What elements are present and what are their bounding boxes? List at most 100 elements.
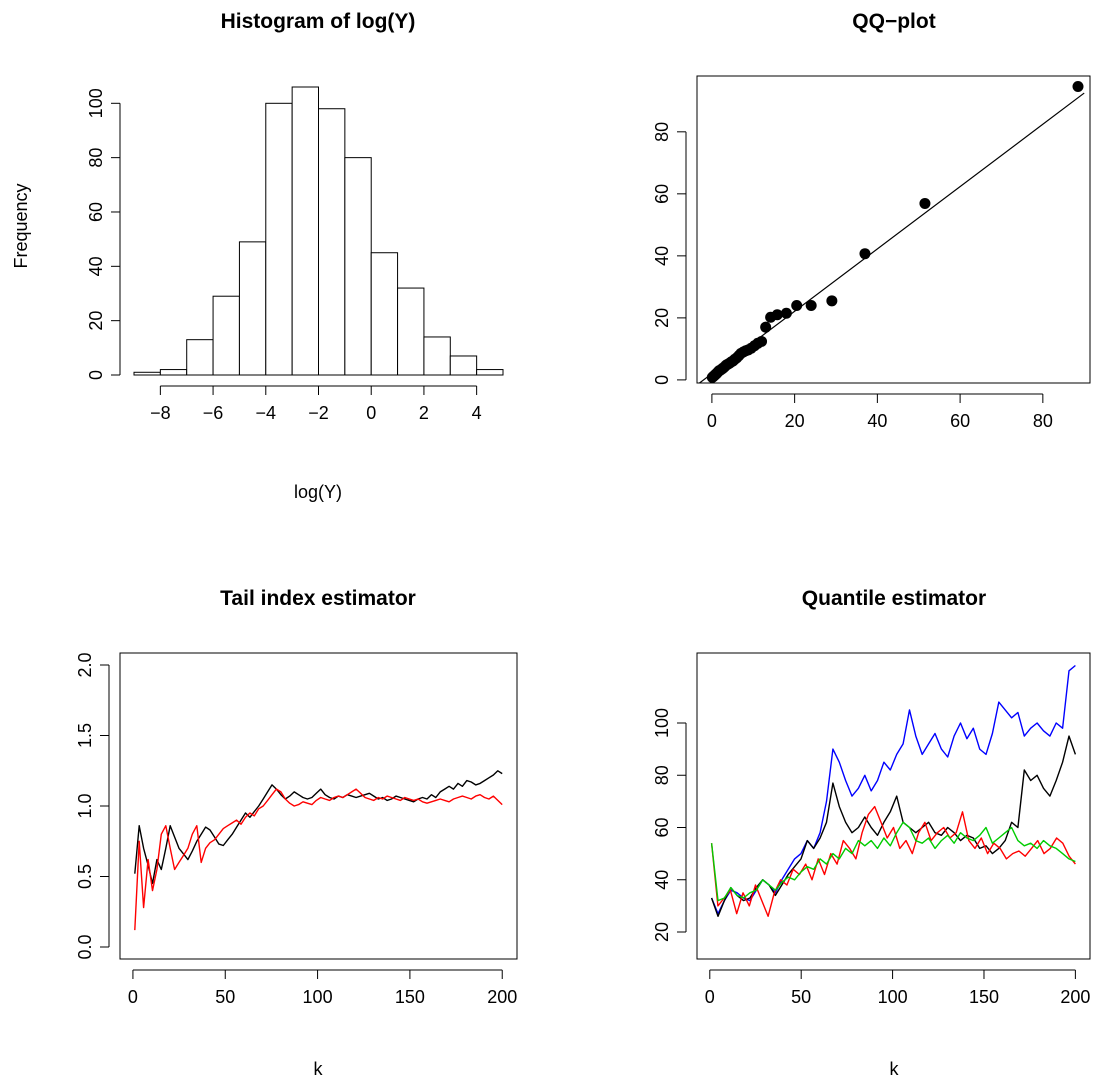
- histogram-x-tick-label: 0: [366, 403, 376, 423]
- panel-tail-index: Tail index estimator 0 50 100 150 200 0.0 0.5…: [75, 587, 518, 1079]
- qq-x-tick-label: 20: [785, 411, 805, 431]
- histogram-bar: [449, 355, 478, 376]
- qq-reference-line: [699, 92, 1085, 384]
- qq-point: [791, 299, 803, 311]
- tail-index-y-tick-label: 1.5: [75, 723, 95, 748]
- quantile-y-axis: 20 40 60 80 100: [652, 708, 687, 942]
- quantile-x-tick-label: 200: [1060, 987, 1090, 1007]
- histogram-title: Histogram of log(Y): [221, 10, 416, 33]
- quantile-y-tick-label: 40: [652, 870, 672, 890]
- qq-x-tick-label: 60: [950, 411, 970, 431]
- qq-x-tick-label: 0: [707, 411, 717, 431]
- tail-index-x-tick-label: 150: [395, 987, 425, 1007]
- quantile-x-axis: 0 50 100 150 200: [705, 969, 1090, 1007]
- quantile-series: [710, 664, 1077, 917]
- tail-index-x-tick-label: 200: [487, 987, 517, 1007]
- qq-point: [826, 295, 838, 307]
- tail-index-x-axis: 0 50 100 150 200: [128, 969, 517, 1007]
- tail-index-y-tick-label: 0.5: [75, 864, 95, 889]
- qq-point: [771, 309, 783, 321]
- quantile-y-tick-label: 80: [652, 765, 672, 785]
- qq-y-tick-label: 60: [652, 184, 672, 204]
- qq-y-tick-label: 20: [652, 308, 672, 328]
- tail-index-x-tick-label: 50: [215, 987, 235, 1007]
- qq-point: [919, 197, 931, 209]
- histogram-x-tick-label: −2: [308, 403, 329, 423]
- histogram-bar: [291, 86, 319, 376]
- qq-y-tick-label: 40: [652, 246, 672, 266]
- quantile-x-label: k: [890, 1059, 900, 1079]
- qq-x-tick-label: 80: [1033, 411, 1053, 431]
- tail-index-x-tick-label: 0: [128, 987, 138, 1007]
- qq-point: [1072, 81, 1084, 93]
- histogram-bar: [212, 295, 240, 376]
- histogram-bar: [318, 108, 346, 376]
- tail-index-series: [134, 770, 503, 931]
- qq-point: [780, 307, 792, 319]
- quantile-frame: [696, 652, 1091, 960]
- histogram-y-tick-label: 0: [86, 370, 106, 380]
- tail-index-y-tick-label: 1.0: [75, 793, 95, 818]
- histogram-bar: [159, 369, 188, 376]
- qq-plot-frame: [696, 75, 1091, 384]
- tail-index-line-2: [134, 788, 503, 931]
- tail-index-title: Tail index estimator: [220, 587, 416, 610]
- histogram-x-tick-label: −8: [150, 403, 171, 423]
- histogram-bar: [476, 369, 504, 376]
- histogram-y-tick-label: 100: [86, 88, 106, 118]
- histogram-y-tick-label: 20: [86, 311, 106, 331]
- tail-index-y-tick-label: 0.0: [75, 934, 95, 959]
- histogram-bar: [238, 241, 267, 376]
- histogram-bar: [186, 339, 214, 376]
- quantile-y-tick-label: 100: [652, 708, 672, 738]
- histogram-bar: [265, 102, 293, 376]
- quantile-title: Quantile estimator: [802, 587, 986, 610]
- qq-point: [805, 299, 817, 311]
- histogram-x-tick-label: −6: [203, 403, 224, 423]
- quantile-x-tick-label: 50: [791, 987, 811, 1007]
- histogram-bar: [133, 371, 161, 376]
- histogram-y-tick-label: 80: [86, 148, 106, 168]
- quantile-y-tick-label: 20: [652, 922, 672, 942]
- quantile-x-tick-label: 0: [705, 987, 715, 1007]
- histogram-bar: [397, 287, 425, 376]
- tail-index-x-tick-label: 100: [303, 987, 333, 1007]
- qq-point: [859, 248, 871, 260]
- histogram-y-tick-label: 60: [86, 202, 106, 222]
- histogram-x-label: log(Y): [294, 482, 342, 502]
- quantile-line-1: [710, 664, 1076, 915]
- histogram-bar: [423, 336, 451, 376]
- quantile-y-tick-label: 60: [652, 817, 672, 837]
- panel-histogram: Histogram of log(Y) −8 −6 −4 −2 0 2 4 0 20 40 60 8…: [11, 10, 504, 502]
- qq-points: [706, 81, 1084, 383]
- tail-index-y-axis: 0.0 0.5 1.0 1.5 2.0: [75, 652, 110, 960]
- panel-quantile: Quantile estimator 0 50 100 150 200 20 40 60 80…: [652, 587, 1091, 1079]
- histogram-x-tick-label: 2: [419, 403, 429, 423]
- quantile-x-tick-label: 150: [969, 987, 999, 1007]
- qq-y-tick-label: 0: [652, 375, 672, 385]
- tail-index-line-1: [134, 770, 503, 885]
- qq-plot-title: QQ−plot: [852, 10, 935, 33]
- histogram-x-tick-label: −4: [256, 403, 277, 423]
- histogram-y-label: Frequency: [11, 183, 31, 268]
- panel-qq-plot: QQ−plot 0 20 40 60 80 0 20 40 60 80: [652, 10, 1091, 431]
- histogram-bar: [370, 252, 399, 376]
- tail-index-y-tick-label: 2.0: [75, 652, 95, 677]
- tail-index-x-label: k: [314, 1059, 324, 1079]
- qq-x-tick-label: 40: [867, 411, 887, 431]
- quantile-x-tick-label: 100: [878, 987, 908, 1007]
- histogram-bar: [344, 157, 372, 376]
- histogram-bars: [133, 86, 504, 376]
- qq-x-axis: 0 20 40 60 80: [707, 393, 1053, 431]
- qq-point: [760, 321, 772, 333]
- quantile-line-3: [710, 805, 1076, 917]
- quantile-line-2: [710, 735, 1077, 917]
- qq-point: [756, 335, 768, 347]
- qq-y-axis: 0 20 40 60 80: [652, 122, 687, 385]
- qq-y-tick-label: 80: [652, 122, 672, 142]
- histogram-x-axis: −8 −6 −4 −2 0 2 4: [150, 385, 482, 423]
- histogram-y-axis: 0 20 40 60 80 100: [86, 88, 121, 380]
- histogram-y-tick-label: 40: [86, 256, 106, 276]
- histogram-x-tick-label: 4: [472, 403, 482, 423]
- quantile-line-4: [710, 821, 1076, 902]
